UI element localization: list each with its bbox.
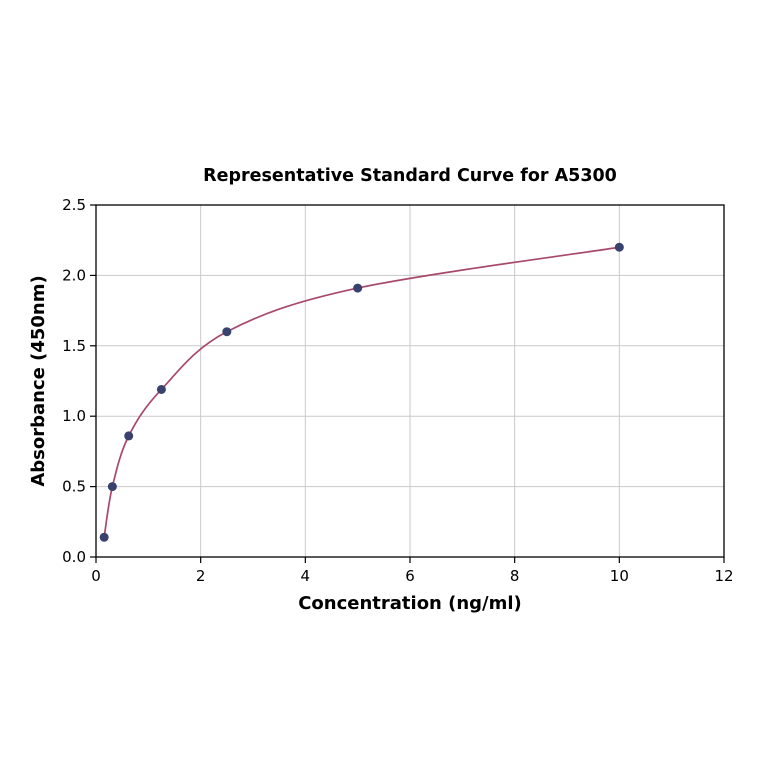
y-tick-label: 1.5 [62,337,86,355]
data-point [124,431,134,441]
data-point [156,384,166,394]
x-tick-label: 12 [714,567,733,585]
y-tick-label: 0.5 [62,478,86,496]
x-tick-label: 2 [196,567,206,585]
y-tick-label: 2.5 [62,196,86,214]
x-tick-label: 0 [91,567,101,585]
x-axis-label: Concentration (ng/ml) [298,593,522,614]
chart-title: Representative Standard Curve for A5300 [203,166,617,186]
x-tick-label: 4 [301,567,311,585]
data-point [107,482,117,492]
y-tick-label: 1.0 [62,407,86,425]
y-axis-label: Absorbance (450nm) [28,275,49,486]
x-tick-label: 10 [610,567,629,585]
data-point [222,327,232,337]
y-tick-label: 2.0 [62,266,86,284]
data-points [99,242,624,542]
x-tick-label: 6 [405,567,415,585]
fit-curve [103,246,620,538]
data-point [353,283,363,293]
plot-border [95,204,725,558]
axis-ticks [90,204,725,563]
data-point [614,242,624,252]
tick-labels: 0 2 4 6 8 10 12 0.0 0.5 1.0 1.5 2.0 2.5 [62,196,733,585]
x-tick-label: 8 [510,567,520,585]
y-tick-label: 0.0 [62,548,86,566]
data-point [99,532,109,542]
grid-lines [95,204,725,558]
